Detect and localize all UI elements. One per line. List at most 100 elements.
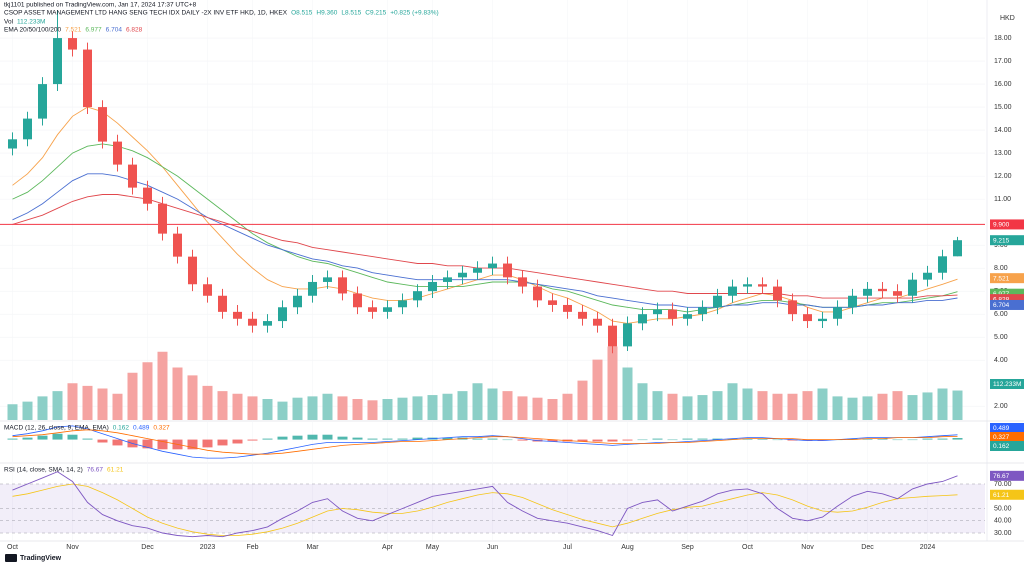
macd-histogram-bar [472, 438, 483, 440]
volume-bar [202, 385, 213, 420]
volume-bar [832, 396, 843, 420]
candle-body [848, 295, 857, 308]
candle-body [803, 314, 812, 322]
macd-histogram-bar [52, 433, 63, 440]
candle-body [653, 309, 662, 315]
volume-bar [7, 404, 18, 420]
candle-body [383, 307, 392, 312]
candle-body [128, 164, 137, 188]
x-tick-label: Apr [382, 544, 394, 551]
signal-line [12, 429, 958, 455]
candle-body [158, 203, 167, 234]
candle-body [743, 284, 752, 287]
volume-bar [22, 401, 33, 420]
x-tick-label: Dec [141, 544, 154, 551]
volume-badge-bg [990, 379, 1024, 389]
volume-bar [187, 375, 198, 420]
candle-body [488, 263, 497, 269]
macd-histogram-bar [847, 438, 858, 440]
volume-bar [862, 396, 873, 420]
candle-body [248, 318, 257, 326]
signal-badge: 0.327 [993, 434, 1010, 441]
candle-body [218, 295, 227, 312]
histogram-badge: 0.162 [993, 443, 1010, 450]
volume-bar [142, 362, 153, 420]
volume-bar [757, 391, 768, 420]
macd-histogram-bar [292, 435, 303, 440]
volume-badge: 112.233M [993, 381, 1021, 388]
volume-bar [232, 393, 243, 420]
candle-body [293, 295, 302, 308]
candle-body [398, 300, 407, 308]
ema-line [12, 143, 958, 313]
macd-histogram-bar [352, 437, 363, 440]
volume-bar [412, 396, 423, 420]
candle-body [413, 291, 422, 301]
volume-bar [547, 399, 558, 420]
x-tick-label: Dec [861, 544, 874, 551]
candle-body [353, 293, 362, 308]
candle-body [443, 277, 452, 282]
y-tick-label: 15.00 [994, 104, 1012, 111]
volume-bar [247, 396, 258, 420]
ema-line [12, 173, 958, 308]
candle-body [428, 281, 437, 292]
logo-mark [5, 554, 17, 562]
macd-histogram-bar [952, 438, 963, 440]
candle-body [818, 318, 827, 322]
candle-body [83, 49, 92, 108]
volume-bar [52, 391, 63, 420]
candle-body [923, 272, 932, 280]
signal-badge-bg [990, 432, 1024, 442]
rsi-ma-line [12, 483, 958, 536]
macd-badge: 0.489 [993, 425, 1010, 432]
x-tick-label: 2024 [920, 544, 936, 551]
volume-bar [532, 397, 543, 420]
y-tick-label: 5.00 [994, 334, 1008, 341]
candle-body [758, 284, 767, 287]
volume-bar [562, 393, 573, 420]
volume-bar [607, 346, 618, 420]
macd-histogram-bar [712, 438, 723, 440]
rsi-legend-name: RSI (14, close, SMA, 14, 2) [4, 467, 83, 474]
candle-body [548, 300, 557, 305]
candle-body [98, 107, 107, 142]
candle-body [773, 286, 782, 301]
macd-histogram-bar [802, 439, 813, 441]
x-tick-label: Oct [7, 544, 18, 551]
volume-bar [382, 399, 393, 420]
macd-histogram-bar [142, 439, 153, 449]
candle-body [518, 277, 527, 287]
x-tick-label: Jun [487, 544, 498, 551]
ema-legend-value: 6.828 [126, 27, 143, 34]
volume-bar [877, 393, 888, 420]
rsi-badge: 76.67 [993, 473, 1010, 480]
ema-badge-bg [990, 288, 1024, 299]
macd-histogram-bar [772, 439, 783, 441]
volume-bar [937, 388, 948, 420]
macd-histogram-bar [187, 439, 198, 450]
volume-bar [802, 391, 813, 420]
y-tick-label: 6.00 [994, 311, 1008, 318]
x-tick-label: May [426, 544, 440, 551]
macd-histogram-bar [667, 439, 678, 441]
candle-body [278, 307, 287, 322]
macd-histogram-bar [82, 438, 93, 440]
volume-bar [337, 396, 348, 420]
candle-body [563, 304, 572, 312]
candle-body [458, 272, 467, 278]
macd-legend-value: 0.327 [153, 425, 170, 432]
volume-bar [517, 396, 528, 420]
macd-histogram-bar [817, 439, 828, 441]
volume-bar [352, 399, 363, 420]
macd-histogram-bar [412, 437, 423, 440]
candle-body [878, 288, 887, 292]
quote-value: L8.515 [341, 10, 361, 17]
macd-histogram-bar [547, 439, 558, 442]
candle-body [893, 291, 902, 296]
macd-histogram-bar [67, 434, 78, 440]
histogram-badge-bg [990, 441, 1024, 451]
macd-histogram-bar [262, 438, 273, 440]
macd-histogram-bar [937, 438, 948, 440]
macd-histogram-bar [202, 439, 213, 448]
